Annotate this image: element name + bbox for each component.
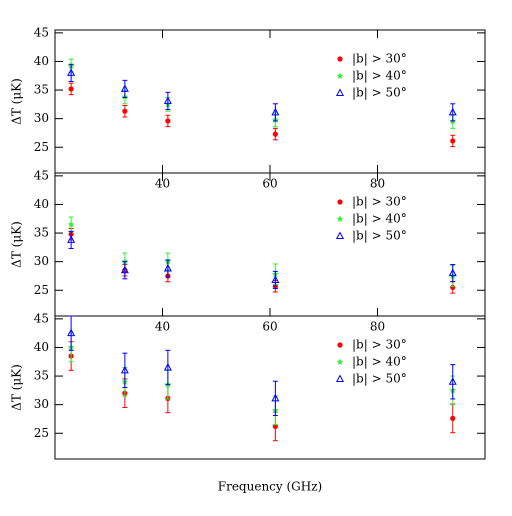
plot-frame: [54, 315, 486, 460]
error-bar: [450, 264, 456, 283]
data-point: [67, 68, 76, 76]
legend-label: |b| > 30°: [352, 338, 407, 352]
data-point: [271, 393, 280, 402]
y-tick-label: 35: [34, 83, 49, 97]
data-point: [67, 328, 76, 337]
data-point: [122, 108, 128, 114]
y-tick-label: 35: [34, 226, 49, 240]
error-bar: [68, 230, 74, 250]
y-axis-label: ΔT (μK): [10, 78, 24, 125]
plot-frame: [54, 29, 486, 174]
y-axis-label: ΔT (μK): [10, 221, 24, 268]
y-tick-label: 30: [34, 111, 49, 125]
error-bar: [165, 91, 171, 111]
data-point: [448, 107, 457, 116]
y-tick-label: 25: [34, 140, 49, 154]
y-tick-label: 25: [34, 426, 49, 440]
data-point: [163, 96, 172, 104]
legend-label: |b| > 30°: [352, 195, 407, 209]
data-point: [272, 131, 278, 137]
error-bar: [68, 63, 74, 82]
legend-marker: [337, 56, 343, 62]
error-bar: [450, 103, 456, 122]
y-tick-label: 45: [34, 25, 49, 39]
x-tick-label: 80: [370, 320, 385, 334]
x-tick-label: 40: [155, 320, 170, 334]
legend-label: |b| > 30°: [352, 52, 407, 66]
legend-label: |b| > 50°: [352, 372, 407, 386]
data-point: [450, 415, 456, 421]
error-bar: [122, 79, 128, 98]
x-tick-label: 40: [155, 177, 170, 191]
legend-marker: [336, 72, 344, 79]
error-bar: [68, 315, 74, 351]
legend-marker: [335, 88, 345, 96]
legend-label: |b| > 50°: [352, 86, 407, 100]
data-point: [448, 268, 457, 277]
legend-marker: [336, 358, 344, 365]
y-tick-label: 25: [34, 283, 49, 297]
data-point: [165, 118, 171, 124]
y-tick-label: 45: [34, 311, 49, 325]
x-axis-label: Frequency (GHz): [218, 480, 322, 494]
legend-marker: [336, 215, 344, 222]
legend-label: |b| > 40°: [352, 69, 407, 83]
legend-marker: [337, 199, 343, 205]
error-bar: [165, 349, 171, 386]
data-point: [67, 235, 76, 243]
data-point: [120, 365, 129, 374]
plot-frame: [54, 172, 486, 317]
data-point: [271, 275, 280, 283]
y-tick-label: 30: [34, 397, 49, 411]
y-tick-label: 40: [34, 54, 49, 68]
y-axis-label: ΔT (μK): [10, 364, 24, 411]
legend-marker: [337, 342, 343, 348]
error-bar: [122, 261, 128, 280]
x-tick-label: 60: [262, 177, 277, 191]
legend-marker: [335, 231, 345, 239]
error-bar: [272, 380, 278, 417]
data-point: [120, 265, 129, 274]
error-bar: [165, 259, 171, 278]
legend-label: |b| > 40°: [352, 212, 407, 226]
data-point: [448, 377, 457, 385]
data-point: [163, 362, 172, 371]
data-point: [271, 107, 280, 116]
legend-label: |b| > 50°: [352, 229, 407, 243]
legend-marker: [335, 374, 345, 382]
y-tick-label: 45: [34, 168, 49, 182]
y-tick-label: 40: [34, 340, 49, 354]
data-point: [68, 86, 74, 92]
x-tick-label: 60: [262, 320, 277, 334]
y-tick-label: 30: [34, 254, 49, 268]
y-tick-label: 40: [34, 197, 49, 211]
error-bar: [450, 364, 456, 400]
legend-label: |b| > 40°: [352, 355, 407, 369]
error-bar: [272, 103, 278, 122]
data-point: [450, 138, 456, 144]
y-tick-label: 35: [34, 369, 49, 383]
data-point: [120, 84, 129, 92]
x-tick-label: 80: [370, 177, 385, 191]
error-bar: [122, 352, 128, 388]
data-point: [67, 220, 75, 228]
data-point: [163, 263, 172, 272]
error-bar: [272, 270, 278, 290]
